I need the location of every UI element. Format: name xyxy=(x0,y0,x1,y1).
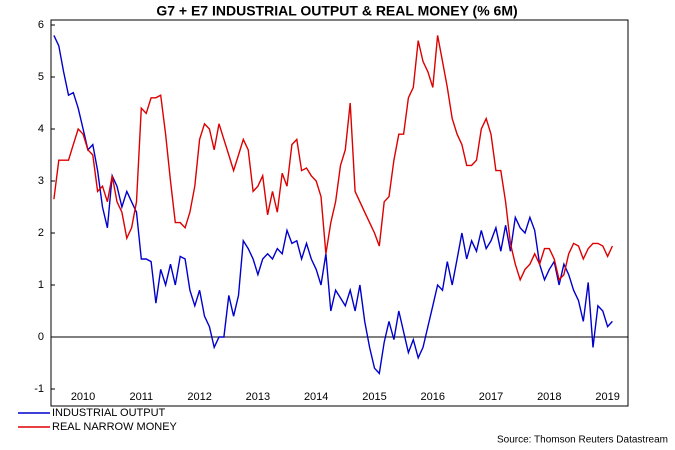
x-tick-label: 2017 xyxy=(479,391,503,403)
series-line xyxy=(53,35,613,375)
x-tick-label: 2013 xyxy=(246,391,270,403)
plot-frame xyxy=(50,19,629,407)
y-tick-label: 6 xyxy=(38,19,44,31)
y-tick-label: 2 xyxy=(38,227,44,239)
x-tick-label: 2015 xyxy=(362,391,386,403)
y-tick-label: 4 xyxy=(38,123,44,135)
source-note: Source: Thomson Reuters Datastream xyxy=(497,435,668,446)
y-tick-label: -1 xyxy=(34,383,44,395)
x-tick-label: 2012 xyxy=(187,391,211,403)
x-tick-label: 2011 xyxy=(130,391,154,403)
y-tick-label: 3 xyxy=(38,175,44,187)
legend-label: INDUSTRIAL OUTPUT xyxy=(52,407,166,419)
x-tick-label: 2019 xyxy=(595,391,619,403)
x-tick-label: 2018 xyxy=(537,391,561,403)
y-tick-label: 1 xyxy=(38,279,44,291)
legend-label: REAL NARROW MONEY xyxy=(52,421,178,433)
chart-title: G7 + E7 INDUSTRIAL OUTPUT & REAL MONEY (… xyxy=(156,3,517,19)
x-tick-label: 2016 xyxy=(421,391,445,403)
y-tick-label: 5 xyxy=(38,71,44,83)
series-line xyxy=(53,35,614,282)
x-tick-label: 2010 xyxy=(71,391,95,403)
x-tick-label: 2014 xyxy=(304,391,328,403)
y-tick-label: 0 xyxy=(38,331,44,343)
